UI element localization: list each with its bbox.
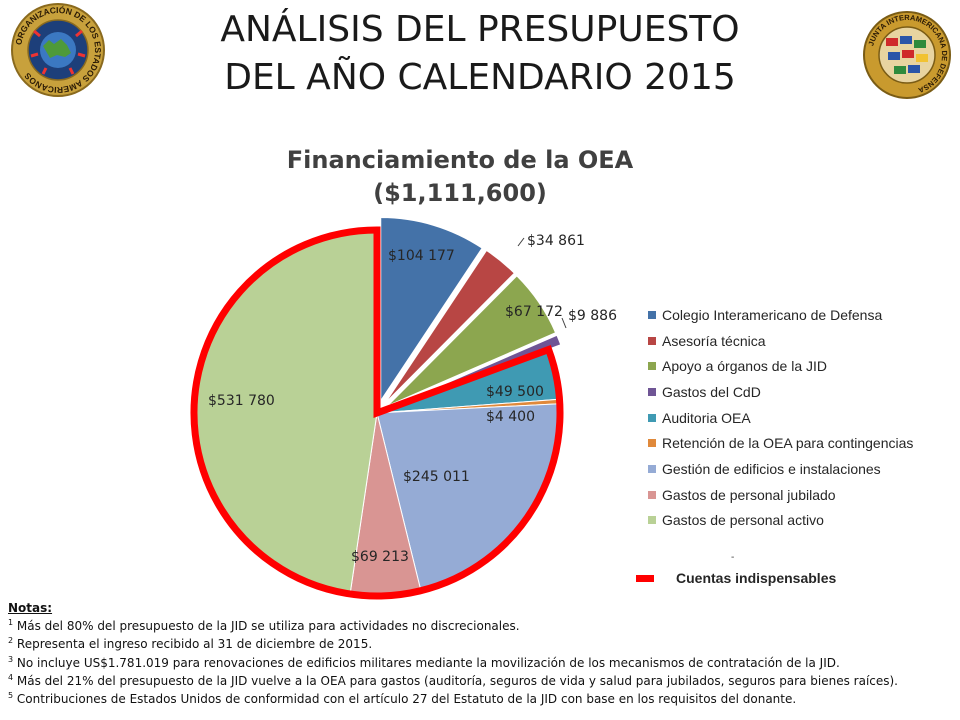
leader-line-2: [517, 237, 525, 247]
data-label-6: $4 400: [486, 409, 535, 425]
note-text: Representa el ingreso recibido al 31 de …: [13, 637, 373, 652]
highlight-key-swatch: [636, 574, 654, 582]
legend-swatch: [648, 336, 656, 345]
highlight-key: Cuentas indispensables: [636, 570, 836, 586]
notes-heading: Notas:: [8, 601, 53, 615]
note-3: 3 No incluye US$1.781.019 para renovacio…: [8, 654, 958, 672]
data-label-7: $245 011: [403, 469, 470, 485]
data-label-9: $531 780: [208, 393, 275, 409]
legend-swatch: [648, 387, 656, 396]
data-label-2: $34 861: [527, 233, 585, 249]
data-label-4: $9 886: [568, 308, 617, 324]
note-4: 4 Más del 21% del presupuesto de la JID …: [8, 672, 958, 690]
legend-swatch: [648, 413, 656, 422]
legend-label: Gastos de personal activo: [662, 512, 824, 529]
legend-item: Gastos del CdD: [648, 379, 958, 405]
note-number: 2: [8, 636, 14, 646]
note-number: 5: [8, 691, 14, 701]
jid-seal-logo: JUNTA INTERAMERICANA DE DEFENSA: [863, 11, 951, 99]
data-label-5: $49 500: [486, 384, 544, 400]
legend-label: Apoyo a órganos de la JID: [662, 358, 827, 375]
chart-title-line2: ($1,111,600): [373, 179, 547, 207]
highlight-key-label: Cuentas indispensables: [676, 570, 837, 586]
legend-swatch: [648, 439, 656, 448]
chart-legend: Colegio Interamericano de Defensa Asesorí…: [648, 302, 958, 533]
pie-slice-1: [380, 217, 483, 403]
legend-item: Apoyo a órganos de la JID: [648, 353, 958, 379]
note-text: Contribuciones de Estados Unidos de conf…: [13, 692, 797, 707]
legend-swatch: [648, 362, 656, 371]
slide-title-line2: DEL AÑO CALENDARIO 2015: [224, 57, 736, 98]
legend-label: Asesoría técnica: [662, 332, 766, 349]
data-label-3: $67 172: [505, 304, 563, 320]
legend-label: Gastos del CdD: [662, 383, 761, 400]
legend-item: Asesoría técnica: [648, 328, 958, 354]
slide-title: ANÁLISIS DEL PRESUPUESTO DEL AÑO CALENDA…: [160, 6, 800, 102]
legend-item: Gestión de edificios e instalaciones: [648, 456, 958, 482]
highlight-outline: [190, 226, 564, 600]
chart-title-line1: Financiamiento de la OEA: [286, 146, 634, 174]
note-number: 1: [8, 618, 14, 628]
legend-label: Colegio Interamericano de Defensa: [662, 306, 883, 323]
legend-item: Gastos de personal activo: [648, 508, 958, 534]
pie-slice-2: [384, 249, 515, 404]
pie-slice-3: [387, 275, 557, 407]
legend-label: Gestión de edificios e instalaciones: [662, 460, 881, 477]
legend-label: Gastos de personal jubilado: [662, 486, 836, 503]
note-number: 4: [8, 672, 14, 682]
legend-item: Auditoria OEA: [648, 405, 958, 431]
note-text: No incluye US$1.781.019 para renovacione…: [13, 655, 840, 670]
note-text: Más del 21% del presupuesto de la JID vu…: [13, 673, 898, 688]
legend-swatch: [648, 490, 656, 499]
note-text: Más del 80% del presupuesto de la JID se…: [13, 619, 520, 634]
notes-section: Notas: 1 Más del 80% del presupuesto de …: [8, 599, 958, 708]
pie-slice-9: [193, 229, 378, 595]
legend-minor-mark: -: [731, 552, 735, 563]
note-number: 3: [8, 654, 14, 664]
legend-swatch: [648, 464, 656, 473]
legend-item: Gastos de personal jubilado: [648, 482, 958, 508]
legend-swatch: [648, 516, 656, 525]
legend-item: Retención de la OEA para contingencias: [648, 430, 958, 456]
note-5: 5 Contribuciones de Estados Unidos de co…: [8, 690, 958, 708]
chart-title: Financiamiento de la OEA ($1,111,600): [200, 144, 720, 210]
data-label-1: $104 177: [388, 248, 455, 264]
legend-item: Colegio Interamericano de Defensa: [648, 302, 958, 328]
legend-label: Retención de la OEA para contingencias: [662, 435, 914, 452]
note-1: 1 Más del 80% del presupuesto de la JID …: [8, 617, 958, 635]
leader-line-4: [561, 317, 567, 329]
slide-title-line1: ANÁLISIS DEL PRESUPUESTO: [220, 9, 740, 50]
oas-seal-logo: ORGANIZACIÓN DE LOS ESTADOS AMERICANOS: [11, 3, 105, 97]
legend-swatch: [648, 310, 656, 319]
note-2: 2 Representa el ingreso recibido al 31 d…: [8, 635, 958, 653]
data-label-8: $69 213: [351, 549, 409, 565]
legend-label: Auditoria OEA: [662, 409, 751, 426]
